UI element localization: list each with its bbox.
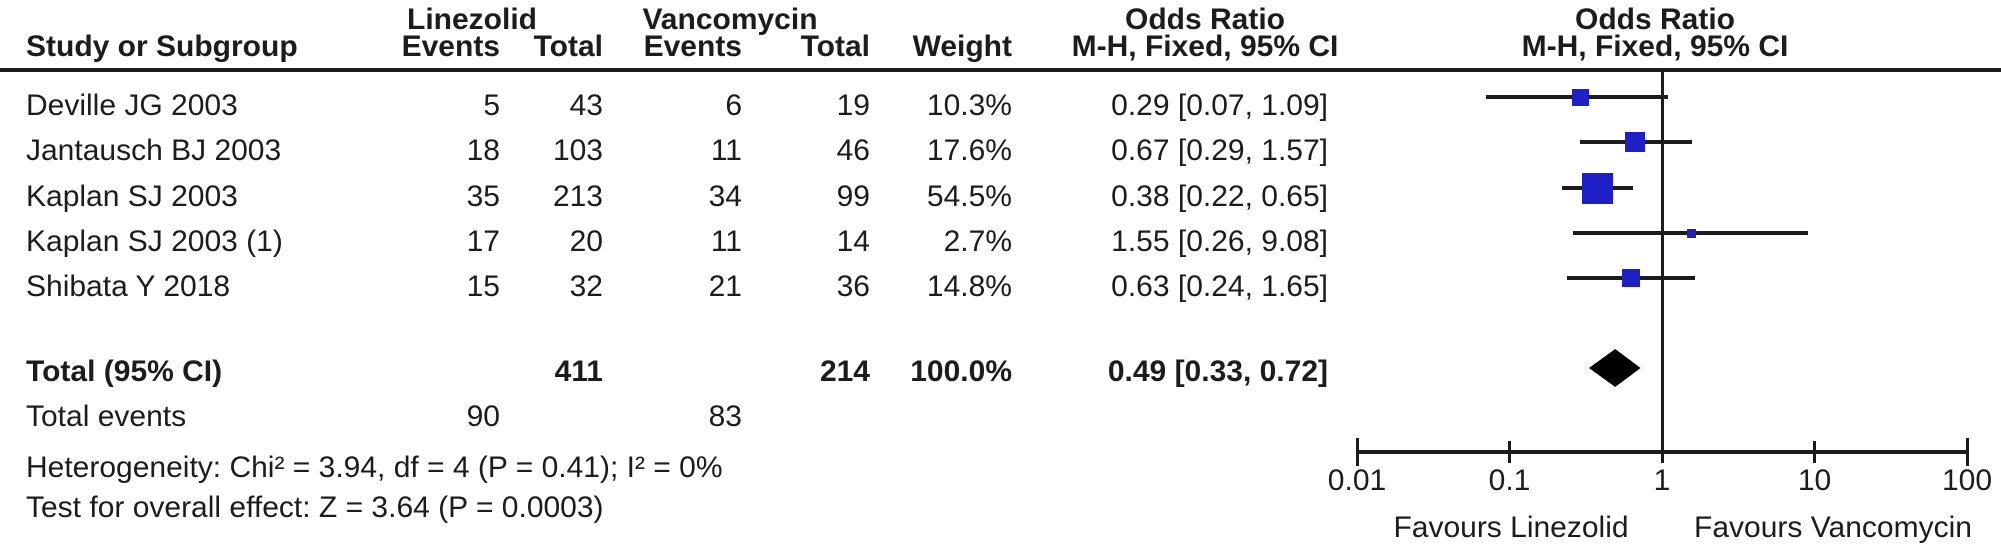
events-linezolid: 15 bbox=[466, 270, 500, 303]
total-row-label: Total (95% CI) bbox=[26, 355, 223, 388]
total-linezolid-sum: 411 bbox=[554, 355, 603, 388]
weight-value: 10.3% bbox=[926, 89, 1012, 122]
total-vancomycin: 36 bbox=[836, 270, 870, 303]
weight-value: 54.5% bbox=[926, 180, 1012, 213]
axis-tick bbox=[1965, 438, 1969, 466]
or-marker bbox=[1582, 172, 1614, 204]
total-linezolid: 20 bbox=[569, 225, 603, 258]
column-header-weight: Weight bbox=[912, 30, 1012, 63]
header-divider-line bbox=[0, 68, 2001, 72]
events-vancomycin: 21 bbox=[708, 270, 742, 303]
axis-tick-label: 10 bbox=[1797, 464, 1832, 497]
or-marker bbox=[1686, 228, 1696, 238]
column-header-events-vancomycin: Events bbox=[643, 30, 742, 63]
weight-value: 17.6% bbox=[926, 134, 1012, 167]
axis-tick-label: 1 bbox=[1653, 464, 1671, 497]
odds-ratio-value: 0.67 [0.29, 1.57] bbox=[1111, 134, 1328, 167]
axis-tick-label: 0.1 bbox=[1488, 464, 1531, 497]
weight-value: 14.8% bbox=[926, 270, 1012, 303]
study-name: Jantausch BJ 2003 bbox=[26, 134, 282, 167]
column-header-total-linezolid: Total bbox=[533, 30, 603, 63]
odds-ratio-title-left: Odds Ratio bbox=[1124, 3, 1285, 36]
events-linezolid: 17 bbox=[466, 225, 500, 258]
events-vancomycin: 11 bbox=[710, 134, 742, 167]
odds-ratio-value: 1.55 [0.26, 9.08] bbox=[1111, 225, 1328, 258]
favours-right-label: Favours Vancomycin bbox=[1694, 511, 1972, 544]
column-header-study: Study or Subgroup bbox=[26, 30, 298, 63]
total-vancomycin: 46 bbox=[836, 134, 870, 167]
odds-ratio-value: 0.63 [0.24, 1.65] bbox=[1111, 270, 1328, 303]
weight-value: 2.7% bbox=[943, 225, 1012, 258]
null-effect-line bbox=[1660, 72, 1664, 452]
events-linezolid: 35 bbox=[466, 180, 500, 213]
total-weight: 100.0% bbox=[910, 355, 1012, 388]
or-marker bbox=[1625, 132, 1646, 152]
axis-tick-label: 0.01 bbox=[1327, 464, 1387, 497]
heterogeneity-stat: Heterogeneity: Chi² = 3.94, df = 4 (P = … bbox=[26, 451, 723, 484]
axis-tick bbox=[1355, 438, 1359, 466]
axis-tick-label: 100 bbox=[1941, 464, 1993, 497]
study-name: Kaplan SJ 2003 bbox=[26, 180, 238, 213]
study-name: Shibata Y 2018 bbox=[26, 270, 231, 303]
column-header-events-linezolid: Events bbox=[401, 30, 500, 63]
total-linezolid: 32 bbox=[569, 270, 603, 303]
total-linezolid: 43 bbox=[569, 89, 603, 122]
or-marker bbox=[1622, 269, 1641, 287]
axis-tick bbox=[1813, 441, 1816, 463]
odds-ratio-title-right: Odds Ratio bbox=[1574, 3, 1735, 36]
column-group-vancomycin: Vancomycin bbox=[642, 3, 818, 36]
events-linezolid: 18 bbox=[466, 134, 500, 167]
column-group-linezolid: Linezolid bbox=[407, 3, 537, 36]
axis-tick bbox=[1508, 441, 1511, 463]
total-odds-ratio: 0.49 [0.33, 0.72] bbox=[1107, 355, 1328, 388]
axis-tick bbox=[1660, 441, 1664, 463]
total-linezolid: 213 bbox=[552, 180, 603, 213]
favours-left-label: Favours Linezolid bbox=[1393, 511, 1629, 544]
total-vancomycin: 99 bbox=[836, 180, 870, 213]
total-linezolid: 103 bbox=[552, 134, 603, 167]
events-vancomycin: 6 bbox=[725, 89, 742, 122]
column-header-total-vancomycin: Total bbox=[800, 30, 870, 63]
study-name: Kaplan SJ 2003 (1) bbox=[26, 225, 283, 258]
total-vancomycin-sum: 214 bbox=[819, 355, 870, 388]
odds-ratio-value: 0.38 [0.22, 0.65] bbox=[1111, 180, 1328, 213]
events-linezolid: 5 bbox=[483, 89, 500, 122]
total-events-linezolid: 90 bbox=[466, 400, 500, 433]
total-vancomycin: 14 bbox=[836, 225, 870, 258]
total-events-label: Total events bbox=[26, 400, 187, 433]
odds-ratio-subtitle-left: M-H, Fixed, 95% CI bbox=[1071, 30, 1339, 63]
events-vancomycin: 34 bbox=[708, 180, 742, 213]
or-marker bbox=[1571, 88, 1589, 106]
overall-effect-stat: Test for overall effect: Z = 3.64 (P = 0… bbox=[26, 491, 604, 524]
study-name: Deville JG 2003 bbox=[26, 89, 238, 122]
total-diamond bbox=[1588, 349, 1641, 387]
total-events-vancomycin: 83 bbox=[708, 400, 742, 433]
odds-ratio-subtitle-right: M-H, Fixed, 95% CI bbox=[1521, 30, 1789, 63]
events-vancomycin: 11 bbox=[710, 225, 742, 258]
odds-ratio-value: 0.29 [0.07, 1.09] bbox=[1111, 89, 1328, 122]
total-vancomycin: 19 bbox=[836, 89, 870, 122]
